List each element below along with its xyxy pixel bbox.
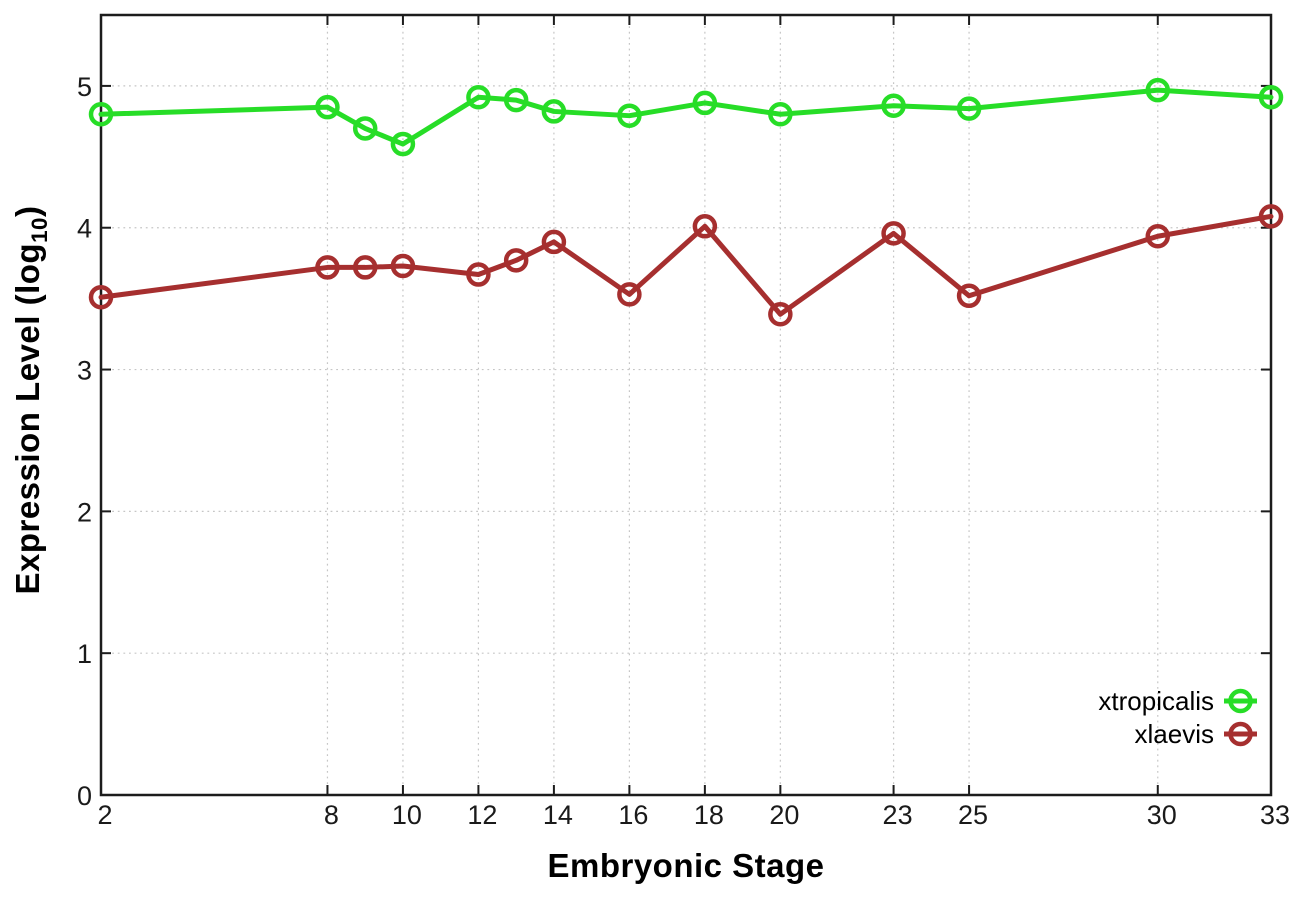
data-point-xlaevis <box>881 221 906 246</box>
plot-border <box>99 13 1273 797</box>
data-point-xlaevis <box>1145 223 1171 249</box>
data-point-xtropicalis <box>503 87 529 113</box>
data-point-xtropicalis <box>352 116 378 141</box>
x-tick-label: 25 <box>958 800 988 830</box>
data-point-xlaevis <box>390 253 416 279</box>
y-axis-title-text: Expression Level (log <box>9 242 47 595</box>
x-tick-label: 23 <box>883 800 913 830</box>
data-point-xlaevis <box>617 282 642 307</box>
data-point-xtropicalis <box>541 99 567 124</box>
legend-marker-xtropicalis <box>1228 688 1253 714</box>
y-tick-label: 1 <box>77 639 92 669</box>
legend-label-xlaevis: xlaevis <box>1135 719 1214 749</box>
data-point-xtropicalis <box>315 94 340 120</box>
data-point-xtropicalis <box>466 85 491 110</box>
data-point-xlaevis <box>768 301 793 327</box>
x-tick-label: 14 <box>543 800 573 830</box>
x-tick-label: 2 <box>97 800 112 830</box>
x-tick-label: 16 <box>618 800 648 830</box>
legend-marker-xlaevis <box>1228 721 1253 747</box>
series-xlaevis <box>88 204 1284 327</box>
x-tick-label: 10 <box>392 800 422 830</box>
data-point-xtropicalis <box>692 90 718 116</box>
data-point-xlaevis <box>692 214 718 239</box>
y-axis-title-subscript: 10 <box>26 216 52 243</box>
legend-label-xtropicalis: xtropicalis <box>1098 686 1214 716</box>
data-point-xtropicalis <box>768 102 793 127</box>
data-point-xtropicalis <box>390 131 416 157</box>
y-axis-title-suffix: ) <box>9 205 47 217</box>
y-tick-label: 4 <box>77 214 92 244</box>
y-axis-title: Expression Level (log10) <box>9 205 53 594</box>
data-point-xlaevis <box>466 262 491 287</box>
series-xtropicalis <box>88 77 1284 157</box>
data-point-xlaevis <box>503 248 529 273</box>
data-point-xtropicalis <box>881 93 906 119</box>
y-tick-label: 2 <box>77 497 92 527</box>
y-tick-label: 5 <box>77 72 92 102</box>
data-point-xtropicalis <box>1145 77 1171 103</box>
grid <box>101 15 1271 795</box>
data-point-xlaevis <box>956 283 982 309</box>
data-point-xlaevis <box>1258 204 1284 229</box>
data-point-xlaevis <box>352 255 378 280</box>
x-tick-label: 8 <box>324 800 339 830</box>
data-point-xtropicalis <box>1258 85 1284 110</box>
x-tick-label: 18 <box>694 800 724 830</box>
x-axis-title: Embryonic Stage <box>547 847 825 884</box>
data-point-xlaevis <box>88 284 114 310</box>
x-tick-label: 33 <box>1260 800 1290 830</box>
x-tick-label: 30 <box>1147 800 1177 830</box>
data-point-xtropicalis <box>617 103 642 128</box>
series-line-xlaevis <box>98 213 1274 317</box>
y-tick-label: 0 <box>77 781 92 811</box>
series-line-xtropicalis <box>98 87 1274 147</box>
data-point-xlaevis <box>541 229 567 255</box>
data-point-xlaevis <box>315 255 340 280</box>
data-point-xtropicalis <box>88 102 114 127</box>
y-tick-label: 3 <box>77 356 92 386</box>
x-tick-label: 12 <box>467 800 497 830</box>
data-point-xtropicalis <box>956 96 982 121</box>
x-tick-label: 20 <box>769 800 799 830</box>
axis-ticks <box>100 15 1272 796</box>
